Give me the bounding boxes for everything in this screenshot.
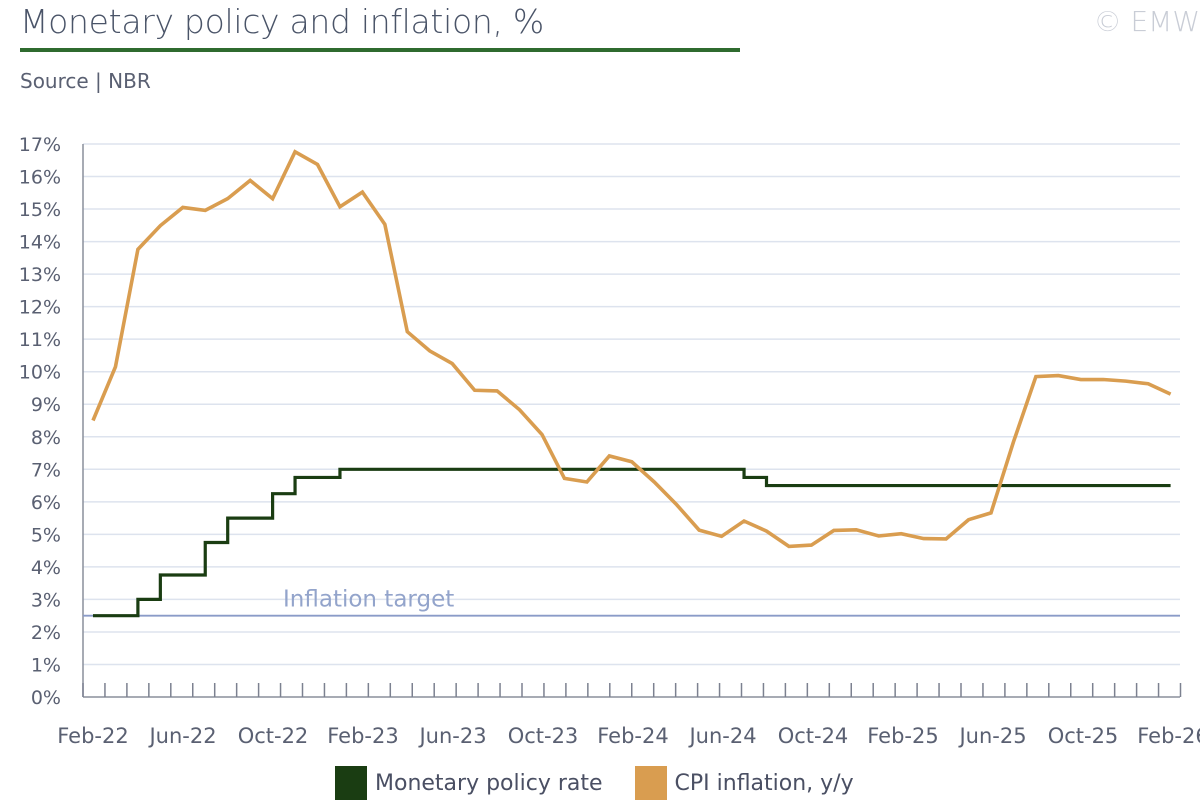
y-tick-label-10: 10% <box>19 362 61 384</box>
series-line-policy-rate <box>93 467 1171 618</box>
x-tick-label-6: Feb-24 <box>597 724 668 748</box>
y-axis: 0% 1% 2% 3% 4% 5% 6% 7% 8% 9% 10% 11% 12% 13% 14% 15% 16… <box>19 134 84 709</box>
y-tick-label-8: 8% <box>31 427 61 449</box>
y-tick-label-2: 2% <box>31 622 61 644</box>
y-tick-label-6: 6% <box>31 492 61 514</box>
line-chart: 0% 1% 2% 3% 4% 5% 6% 7% 8% 9% 10% 11% 12% 13% 14% 15% 16… <box>19 134 1200 748</box>
y-tick-label-4: 4% <box>31 557 61 579</box>
x-axis: Feb-22 Jun-22 Oct-22 Feb-23 Jun-23 Oct-23 Feb-… <box>57 683 1200 748</box>
legend-item-cpi-inflation: CPI inflation, y/y <box>634 766 854 800</box>
y-tick-label-16: 16% <box>19 167 61 189</box>
legend-swatch-cpi-inflation <box>634 766 667 800</box>
x-tick-label-3: Feb-23 <box>327 724 398 748</box>
y-tick-label-14: 14% <box>19 232 61 254</box>
x-tick-label-5: Oct-23 <box>508 724 579 748</box>
copyright-label: © EMW <box>1093 5 1200 38</box>
y-tick-label-15: 15% <box>19 199 61 221</box>
legend-label-policy-rate: Monetary policy rate <box>375 770 603 796</box>
source-label: Source | NBR <box>20 69 151 93</box>
x-tick-label-12: Feb-26 <box>1137 724 1200 748</box>
x-tick-label-10: Jun-25 <box>957 724 1026 748</box>
y-tick-label-11: 11% <box>19 329 61 351</box>
chart-title: Monetary policy and inflation, % <box>20 2 544 41</box>
x-tick-label-11: Oct-25 <box>1048 724 1119 748</box>
legend-item-policy-rate: Monetary policy rate <box>335 766 603 800</box>
y-tick-label-9: 9% <box>31 394 61 416</box>
y-tick-label-0: 0% <box>31 687 61 709</box>
y-tick-label-5: 5% <box>31 524 61 546</box>
y-tick-label-17: 17% <box>19 134 61 156</box>
gridlines <box>83 143 1180 666</box>
x-tick-label-7: Jun-24 <box>687 724 756 748</box>
inflation-target-label: Inflation target <box>283 587 454 613</box>
y-tick-label-3: 3% <box>31 589 61 611</box>
x-tick-label-8: Oct-24 <box>778 724 849 748</box>
y-tick-label-13: 13% <box>19 264 61 286</box>
legend-swatch-policy-rate <box>335 766 367 800</box>
x-tick-label-0: Feb-22 <box>57 724 128 748</box>
y-tick-label-7: 7% <box>31 459 61 481</box>
x-tick-label-1: Jun-22 <box>147 724 216 748</box>
series-line-cpi-inflation <box>91 149 1172 549</box>
y-tick-label-12: 12% <box>19 297 61 319</box>
x-tick-label-4: Jun-23 <box>417 724 486 748</box>
legend-label-cpi-inflation: CPI inflation, y/y <box>674 770 854 796</box>
title-underline <box>20 48 740 52</box>
series-layer <box>91 149 1172 618</box>
y-tick-label-1: 1% <box>31 654 61 676</box>
x-tick-label-9: Feb-25 <box>867 724 938 748</box>
x-tick-label-2: Oct-22 <box>238 724 309 748</box>
target-layer: Inflation target <box>83 587 1180 617</box>
legend: Monetary policy rate CPI inflation, y/y <box>335 766 886 800</box>
